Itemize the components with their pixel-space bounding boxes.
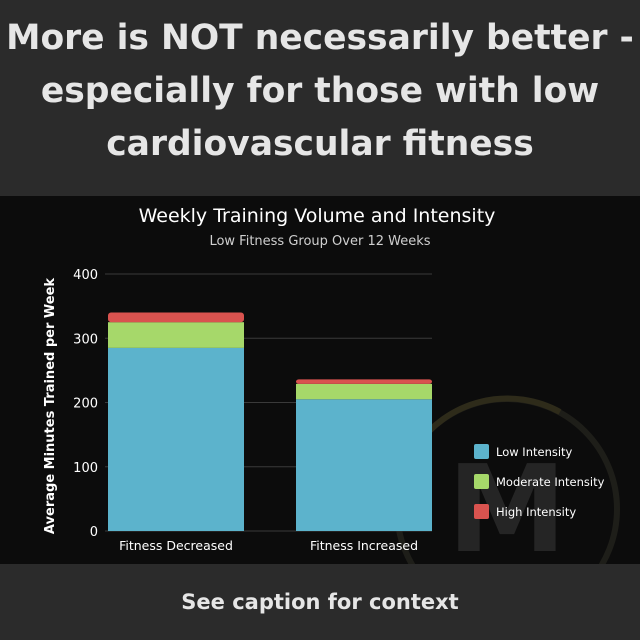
headline: More is NOT necessarily better - especia… (0, 12, 640, 171)
headline-line-2: especially for those with low (40, 71, 600, 111)
legend-label: Moderate Intensity (496, 475, 605, 489)
legend-swatch (474, 474, 489, 489)
legend-swatch (474, 504, 489, 519)
watermark-letter: M (447, 441, 566, 564)
y-axis-label: Average Minutes Trained per Week (43, 278, 58, 534)
chart-subtitle: Low Fitness Group Over 12 Weeks (209, 234, 430, 249)
bar-segment (108, 347, 244, 531)
y-tick-label: 300 (73, 332, 98, 347)
bar-segment (296, 399, 432, 531)
bar-segment (108, 322, 244, 348)
x-tick-label: Fitness Decreased (119, 538, 233, 553)
headline-line-3: cardiovascular fitness (106, 124, 534, 164)
bar-segment (108, 312, 244, 323)
bar-segment (296, 379, 432, 384)
y-tick-label: 200 (73, 397, 98, 412)
x-tick-labels: Fitness Decreased Fitness Increased (119, 538, 418, 553)
chart-title: Weekly Training Volume and Intensity (139, 205, 496, 227)
y-tick-label: 400 (73, 268, 98, 283)
bar-segment (296, 383, 432, 400)
legend: Low Intensity Moderate Intensity High Inte… (474, 444, 605, 519)
y-tick-labels: 0 100 200 300 400 (73, 268, 98, 540)
legend-swatch (474, 444, 489, 459)
y-tick-label: 100 (73, 461, 98, 476)
legend-label: High Intensity (496, 505, 576, 519)
bars (108, 312, 432, 531)
y-tick-label: 0 (90, 525, 98, 540)
legend-label: Low Intensity (496, 445, 573, 459)
footer-caption: See caption for context (181, 590, 459, 614)
headline-line-1: More is NOT necessarily better - (6, 18, 634, 58)
x-tick-label: Fitness Increased (310, 538, 418, 553)
chart-panel: M 0 100 200 300 400 Fitness Decreased Fitness… (0, 196, 640, 564)
